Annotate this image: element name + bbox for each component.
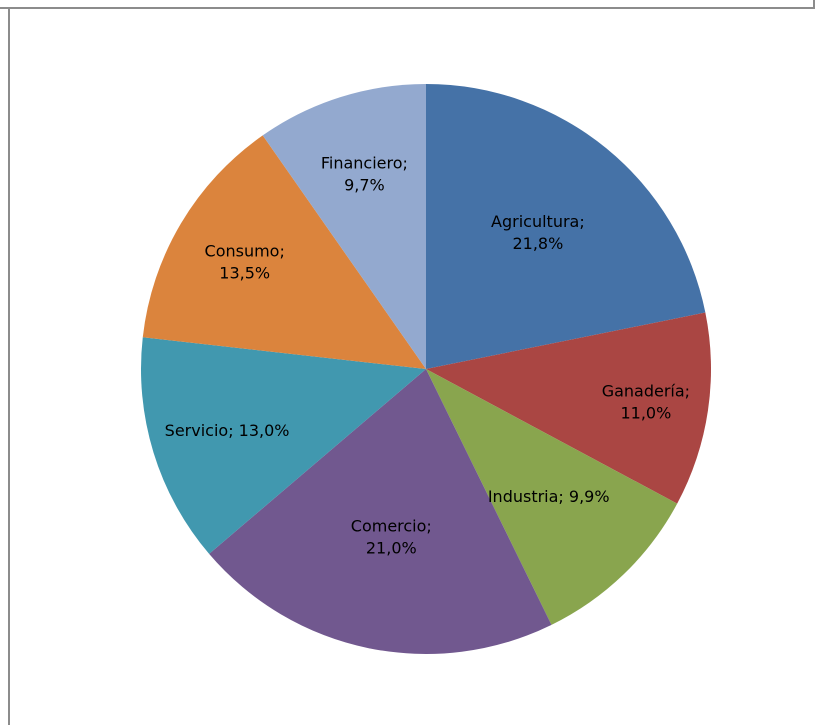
data-label-consumo: Consumo; 13,5% xyxy=(205,241,285,282)
data-label-industria: Industria; 9,9% xyxy=(488,487,610,506)
pie-slice-consumo xyxy=(142,135,426,369)
frame-edge-right xyxy=(813,0,815,9)
pie-slice-servicio xyxy=(140,337,427,554)
pie-slice-industria xyxy=(426,369,678,625)
pie-labels: Agricultura; 21,8% Ganadería; 11,0% Industri… xyxy=(165,153,690,557)
pie-slice-ganadería xyxy=(426,312,712,504)
data-label-financiero: Financiero; 9,7% xyxy=(321,153,408,194)
data-label-comercio: Comercio; 21,0% xyxy=(351,516,432,557)
data-label-ganadería: Ganadería; 11,0% xyxy=(602,381,690,422)
pie-slice-financiero xyxy=(262,84,426,369)
data-label-servicio: Servicio; 13,0% xyxy=(165,421,290,440)
frame-edge-top-left xyxy=(0,7,10,9)
pie-slices xyxy=(140,84,712,655)
data-label-agricultura: Agricultura; 21,8% xyxy=(491,212,585,253)
pie-slice-comercio xyxy=(209,369,552,655)
pie-slice-agricultura xyxy=(426,84,706,369)
